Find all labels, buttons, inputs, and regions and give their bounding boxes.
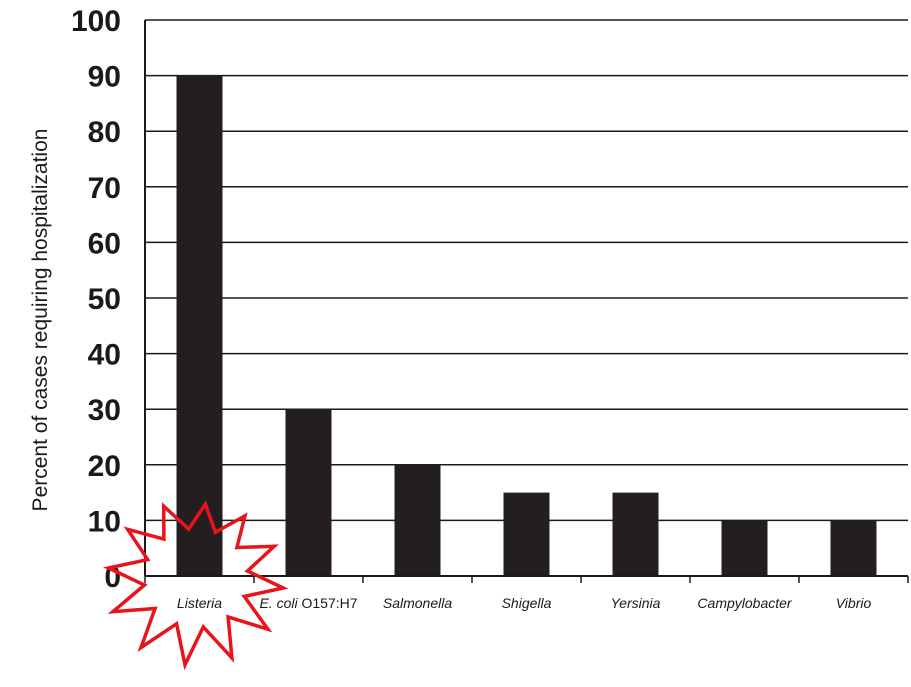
- bar-3: [503, 492, 550, 576]
- y-tick-50: 50: [88, 283, 121, 316]
- axes: [144, 20, 909, 583]
- x-tick-labels: Listeria E. coli O157:H7 Salmonella Shigell…: [177, 595, 872, 611]
- bar-1: [285, 409, 332, 576]
- x-tick-0: Listeria: [177, 595, 222, 611]
- bar-5: [721, 520, 768, 576]
- y-tick-30: 30: [88, 394, 121, 427]
- x-tick-2: Salmonella: [383, 595, 452, 611]
- y-tick-40: 40: [88, 339, 121, 372]
- y-tick-60: 60: [88, 227, 121, 260]
- y-tick-90: 90: [88, 61, 121, 94]
- bar-2: [394, 464, 441, 576]
- gridlines: [145, 19, 908, 522]
- y-tick-10: 10: [88, 505, 121, 538]
- y-tick-100: 100: [71, 5, 121, 38]
- bar-6: [830, 520, 877, 576]
- y-tick-70: 70: [88, 172, 121, 205]
- x-tick-5: Campylobacter: [697, 595, 792, 611]
- x-tick-3: Shigella: [502, 595, 552, 611]
- bars: [176, 75, 877, 576]
- y-axis-label: Percent of cases requiring hospitalizati…: [29, 129, 52, 512]
- bar-0: [176, 75, 223, 576]
- y-tick-80: 80: [88, 116, 121, 149]
- y-tick-20: 20: [88, 450, 121, 483]
- x-tick-6: Vibrio: [836, 595, 872, 611]
- starburst-annotation: [102, 500, 289, 671]
- x-tick-1: E. coli O157:H7: [259, 595, 357, 611]
- bar-4: [612, 492, 659, 576]
- x-tick-4: Yersinia: [611, 595, 661, 611]
